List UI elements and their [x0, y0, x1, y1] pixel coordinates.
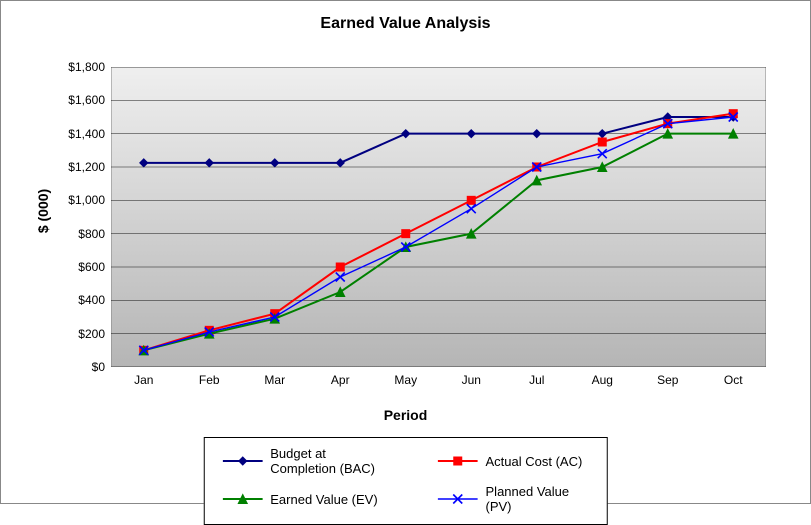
- legend-label: Planned Value (PV): [486, 484, 589, 514]
- legend-label: Earned Value (EV): [270, 492, 377, 507]
- chart-title: Earned Value Analysis: [1, 15, 810, 33]
- x-axis-label: Period: [1, 407, 810, 423]
- legend-swatch: [438, 454, 478, 468]
- legend-item-pv: Planned Value (PV): [438, 484, 589, 514]
- x-tick-label: Mar: [264, 367, 285, 387]
- legend-label: Budget at Completion (BAC): [270, 446, 391, 476]
- x-tick-label: Jun: [462, 367, 481, 387]
- y-tick-label: $1,200: [68, 160, 111, 174]
- x-tick-label: Feb: [199, 367, 220, 387]
- legend-item-bac: Budget at Completion (BAC): [222, 446, 391, 476]
- x-tick-label: Jan: [134, 367, 153, 387]
- y-tick-label: $1,400: [68, 127, 111, 141]
- y-tick-label: $800: [78, 227, 111, 241]
- legend-item-ac: Actual Cost (AC): [438, 446, 589, 476]
- x-tick-label: Oct: [724, 367, 743, 387]
- y-tick-label: $1,600: [68, 93, 111, 107]
- y-tick-label: $400: [78, 293, 111, 307]
- y-tick-label: $1,000: [68, 193, 111, 207]
- legend-label: Actual Cost (AC): [486, 454, 583, 469]
- y-axis-label: $ (000): [35, 189, 51, 233]
- y-tick-label: $600: [78, 260, 111, 274]
- x-tick-label: Jul: [529, 367, 544, 387]
- x-tick-label: Aug: [592, 367, 613, 387]
- chart-panel: Earned Value Analysis $ (000) $0$200$400…: [0, 0, 811, 504]
- legend: Budget at Completion (BAC) Actual Cost (A…: [203, 437, 608, 525]
- x-tick-label: Apr: [331, 367, 350, 387]
- x-tick-label: May: [394, 367, 417, 387]
- chart-svg: [111, 67, 766, 367]
- y-tick-label: $0: [92, 360, 111, 374]
- y-tick-label: $1,800: [68, 60, 111, 74]
- x-tick-label: Sep: [657, 367, 678, 387]
- plot-area: $0$200$400$600$800$1,000$1,200$1,400$1,6…: [111, 67, 766, 367]
- legend-swatch: [222, 454, 262, 468]
- legend-item-ev: Earned Value (EV): [222, 484, 391, 514]
- y-tick-label: $200: [78, 327, 111, 341]
